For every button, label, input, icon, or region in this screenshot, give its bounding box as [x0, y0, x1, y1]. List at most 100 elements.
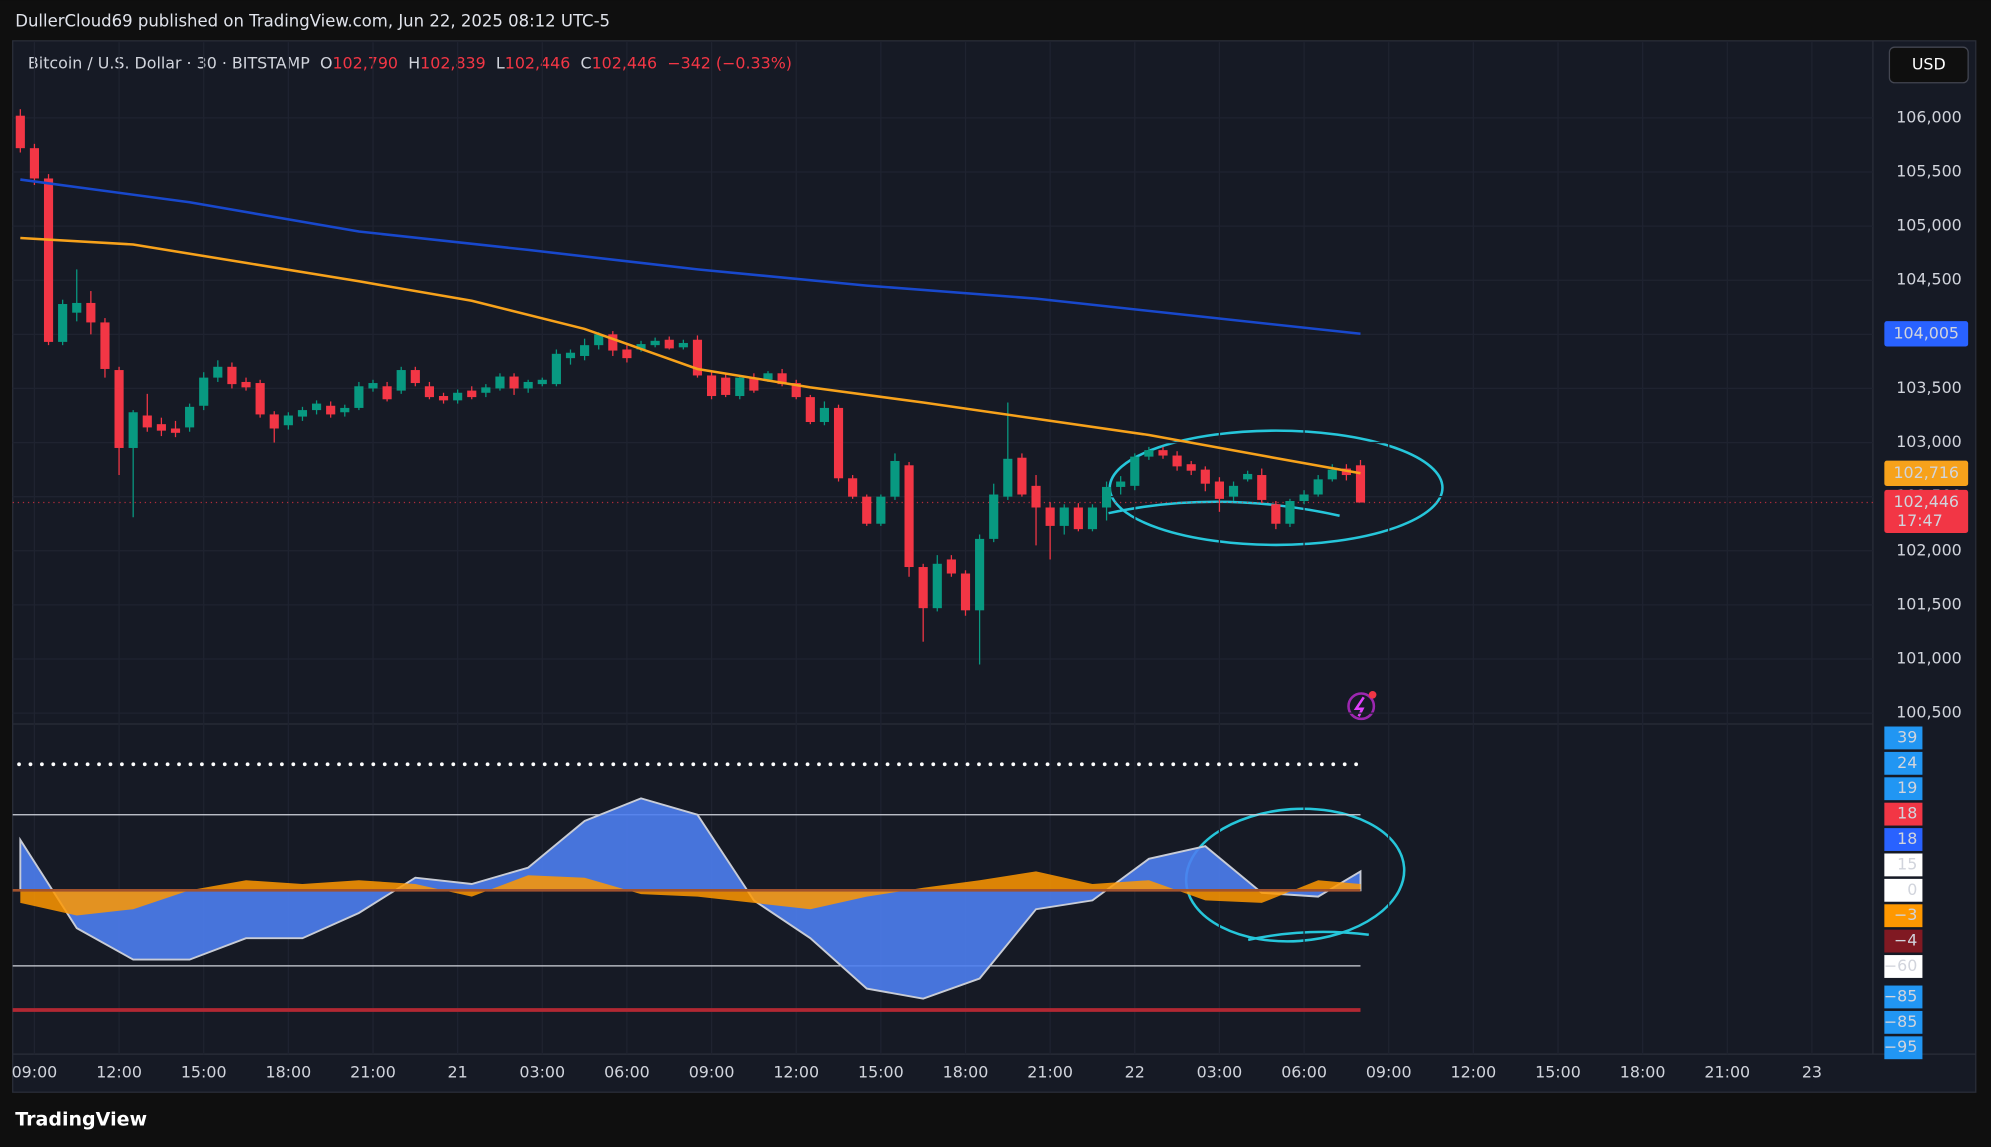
oscillator-tag	[1884, 955, 1923, 978]
price-tag-label: 104,005	[1893, 323, 1959, 342]
price-tag	[1884, 321, 1969, 347]
y-tick-label: 101,000	[1896, 649, 1962, 668]
candle-body	[58, 304, 68, 342]
candle-body	[1214, 481, 1224, 499]
candle-body	[1087, 507, 1098, 530]
legend-key: O	[320, 53, 332, 72]
candle-body	[311, 403, 322, 411]
legend-value: 102,839	[420, 53, 486, 72]
icon-circle[interactable]	[1347, 692, 1376, 721]
x-tick-label: 21:00	[1704, 1063, 1750, 1082]
oscillator-tag	[1884, 985, 1923, 1009]
x-tick-label: 15:00	[1535, 1063, 1581, 1082]
candle-body	[650, 340, 660, 346]
currency-label[interactable]: USD	[1912, 54, 1946, 73]
candle-body	[1186, 464, 1196, 471]
oscillator-tag	[1884, 853, 1923, 877]
candle-body	[960, 573, 971, 611]
oscillator-tag	[1884, 828, 1923, 851]
header-title: DullerCloud69 published on TradingView.c…	[15, 11, 610, 30]
legend-symbol: Bitcoin / U.S. Dollar · 30 · BITSTAMP	[28, 53, 310, 72]
candle-body	[156, 424, 166, 431]
candle-body	[1257, 475, 1267, 500]
oscillator-tag-label: −85	[1884, 1012, 1917, 1031]
moving-average	[20, 236, 1361, 475]
oscillator-tag-label: −4	[1894, 931, 1917, 950]
candle-body	[537, 379, 547, 385]
oscillator-tag-label: −3	[1894, 905, 1917, 924]
candle-body	[1045, 507, 1055, 526]
candle-body	[1003, 458, 1013, 497]
oscillator-tag-label: −85	[1884, 986, 1917, 1005]
oscillator-tag-label: 24	[1897, 753, 1917, 772]
legend-key: C	[580, 53, 591, 72]
candle-body	[1059, 507, 1069, 526]
x-tick-label: 23	[1802, 1063, 1822, 1082]
candle-body	[1355, 465, 1366, 503]
x-tick-label: 18:00	[943, 1063, 989, 1082]
candle-body	[481, 387, 491, 393]
x-tick-label: 03:00	[1197, 1063, 1243, 1082]
candle-body	[1116, 481, 1126, 487]
candle-body	[354, 386, 364, 408]
y-tick-label: 103,500	[1896, 378, 1962, 397]
candle-body	[283, 415, 293, 426]
moving-average	[20, 178, 1361, 336]
y-tick-label: 104,500	[1896, 270, 1962, 289]
candle-body	[622, 349, 632, 359]
candle-body	[608, 334, 618, 351]
oscillator-tag-label: 39	[1897, 727, 1917, 746]
oscillator-tag-label: 18	[1897, 829, 1917, 848]
oscillator-flow	[20, 871, 1361, 916]
y-tick-label: 106,000	[1896, 107, 1962, 126]
candle-body	[551, 353, 561, 385]
oscillator-tag	[1884, 777, 1923, 801]
candle-body	[29, 148, 39, 179]
candle-body	[396, 370, 406, 391]
oscillator-tag-label: 15	[1897, 854, 1917, 873]
price-tag	[1884, 460, 1969, 486]
candle-body	[297, 410, 308, 417]
candle-body	[989, 494, 999, 539]
icon-dot[interactable]	[1368, 690, 1377, 699]
candle-body	[1017, 457, 1027, 495]
candle-body	[227, 366, 237, 385]
x-tick-label: 12:00	[773, 1063, 819, 1082]
x-tick-label: 12:00	[1450, 1063, 1496, 1082]
drawing-curve[interactable]	[1247, 930, 1369, 942]
legend-key: H	[408, 53, 420, 72]
candle-body	[368, 383, 378, 389]
candle-body	[1271, 504, 1281, 524]
candle-body	[453, 392, 463, 401]
currency-button[interactable]	[1888, 46, 1969, 84]
candle-body	[255, 383, 265, 415]
oscillator-tag-label: 0	[1907, 880, 1917, 899]
x-tick-label: 09:00	[1366, 1063, 1412, 1082]
candle-body	[692, 339, 703, 376]
candle-body	[1313, 479, 1323, 495]
candle-body	[382, 386, 392, 400]
oscillator-tag	[1884, 904, 1923, 928]
y-tick-label: 102,000	[1896, 540, 1962, 559]
countdown: 17:47	[1897, 511, 1943, 530]
x-tick-label: 18:00	[265, 1063, 311, 1082]
candle-body	[1101, 486, 1112, 508]
x-tick-label: 18:00	[1620, 1063, 1666, 1082]
candle-body	[495, 376, 505, 389]
oscillator-tag-label: −60	[1884, 956, 1917, 975]
candle-body	[509, 376, 519, 389]
candle-body	[932, 563, 942, 609]
y-tick-label: 100,500	[1896, 703, 1962, 722]
candle-body	[1073, 507, 1083, 530]
x-tick-label: 06:00	[1281, 1063, 1327, 1082]
candle-body	[706, 375, 717, 397]
y-tick-label: 101,500	[1896, 594, 1962, 613]
legend: Bitcoin / U.S. Dollar · 30 · BITSTAMP O 10…	[28, 53, 792, 72]
candle-body	[805, 397, 815, 422]
price-tag	[1884, 489, 1969, 533]
candle-body	[1327, 469, 1337, 480]
candle-body	[1228, 485, 1239, 497]
candle-body	[580, 345, 590, 356]
drawing-curve[interactable]	[1108, 500, 1340, 517]
